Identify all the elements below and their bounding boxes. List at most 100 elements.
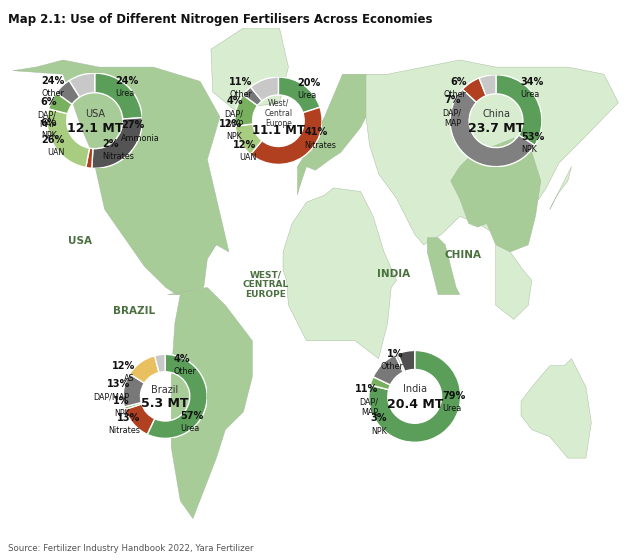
Text: 24%: 24% <box>116 76 139 86</box>
Text: Nitrates: Nitrates <box>305 141 337 150</box>
Text: 5.3 MT: 5.3 MT <box>141 397 189 410</box>
Text: 11%: 11% <box>229 77 252 87</box>
Wedge shape <box>369 351 461 442</box>
Text: 20%: 20% <box>298 78 321 88</box>
Text: 11%: 11% <box>355 384 378 394</box>
Text: China: China <box>482 109 510 119</box>
Text: USA: USA <box>68 236 92 246</box>
Text: 34%: 34% <box>520 77 543 87</box>
Wedge shape <box>124 403 141 409</box>
Text: AS: AS <box>124 374 135 382</box>
Text: 11.1 MT: 11.1 MT <box>252 124 305 137</box>
Text: 23.7 MT: 23.7 MT <box>468 122 524 135</box>
Text: 20.4 MT: 20.4 MT <box>387 398 443 410</box>
Text: Urea: Urea <box>298 91 317 100</box>
Text: Urea: Urea <box>116 89 135 98</box>
Text: 27%: 27% <box>122 120 145 130</box>
Text: 53%: 53% <box>522 132 545 142</box>
Wedge shape <box>49 93 72 114</box>
Wedge shape <box>373 355 403 385</box>
Text: 3%: 3% <box>371 413 387 423</box>
Polygon shape <box>496 245 532 319</box>
Text: Brazil: Brazil <box>152 385 179 395</box>
Text: 7%: 7% <box>445 95 461 105</box>
Wedge shape <box>86 148 93 168</box>
Text: BRAZIL: BRAZIL <box>113 306 156 316</box>
Text: Urea: Urea <box>180 424 200 433</box>
Text: 6%: 6% <box>40 97 56 106</box>
Text: 12%: 12% <box>234 140 257 150</box>
Text: 12.1 MT: 12.1 MT <box>67 122 123 136</box>
Text: 41%: 41% <box>305 128 328 138</box>
Text: NPK: NPK <box>226 132 242 141</box>
Wedge shape <box>235 124 262 155</box>
Text: Other: Other <box>381 362 404 371</box>
Wedge shape <box>155 354 165 372</box>
Text: DAP/MAP: DAP/MAP <box>93 392 130 401</box>
Text: UAN: UAN <box>239 153 257 162</box>
Text: NPK: NPK <box>522 146 538 155</box>
Text: DAP/
MAP: DAP/ MAP <box>359 397 378 417</box>
Text: Nitrates: Nitrates <box>108 426 140 435</box>
Text: 6%: 6% <box>40 118 56 128</box>
Wedge shape <box>235 95 257 126</box>
Wedge shape <box>250 107 322 165</box>
Polygon shape <box>168 287 252 519</box>
Text: India: India <box>403 385 427 394</box>
Text: NPK: NPK <box>114 409 130 418</box>
Text: 12%: 12% <box>111 361 135 371</box>
Wedge shape <box>463 78 486 102</box>
Polygon shape <box>366 60 618 252</box>
Text: INDIA: INDIA <box>377 269 410 278</box>
Polygon shape <box>283 188 397 358</box>
Text: DAP/
MAP: DAP/ MAP <box>38 110 56 129</box>
Wedge shape <box>147 354 207 438</box>
Wedge shape <box>243 87 262 106</box>
Text: 26%: 26% <box>41 135 64 144</box>
Wedge shape <box>125 404 155 435</box>
Text: 13%: 13% <box>107 379 130 389</box>
Text: Nitrates: Nitrates <box>102 152 134 161</box>
Text: USA: USA <box>84 109 105 119</box>
Wedge shape <box>371 377 390 390</box>
Text: NPK: NPK <box>41 131 56 140</box>
Text: 1%: 1% <box>113 396 130 406</box>
Text: Source: Fertilizer Industry Handbook 2022, Yara Fertilizer: Source: Fertilizer Industry Handbook 202… <box>8 544 253 553</box>
Text: NPK: NPK <box>371 427 387 436</box>
Text: Map 2.1: Use of Different Nitrogen Fertilisers Across Economies: Map 2.1: Use of Different Nitrogen Ferti… <box>8 13 432 26</box>
Polygon shape <box>211 28 289 110</box>
Text: Other: Other <box>173 367 196 376</box>
Text: Urea: Urea <box>520 90 539 99</box>
Text: Other: Other <box>444 90 467 99</box>
Text: WEST/
CENTRAL
EUROPE: WEST/ CENTRAL EUROPE <box>243 270 289 299</box>
Text: 57%: 57% <box>180 411 204 421</box>
Text: 4%: 4% <box>173 354 190 364</box>
Wedge shape <box>479 75 496 96</box>
Text: 24%: 24% <box>41 76 64 86</box>
Text: 2%: 2% <box>102 138 119 148</box>
Text: 12%: 12% <box>218 119 242 129</box>
Text: 1%: 1% <box>387 349 404 359</box>
Wedge shape <box>123 374 144 407</box>
Wedge shape <box>56 81 80 104</box>
Polygon shape <box>428 238 460 295</box>
Wedge shape <box>95 73 142 119</box>
Text: 4%: 4% <box>227 96 243 106</box>
Text: West/
Central
Europe: West/ Central Europe <box>264 99 292 128</box>
Wedge shape <box>47 109 90 167</box>
Text: Other: Other <box>42 89 64 98</box>
Text: 6%: 6% <box>450 77 467 87</box>
Polygon shape <box>451 138 541 252</box>
Wedge shape <box>398 351 415 371</box>
Text: DAP/
MAP: DAP/ MAP <box>442 109 461 128</box>
Wedge shape <box>278 77 320 113</box>
Wedge shape <box>130 356 159 383</box>
Text: 13%: 13% <box>116 413 140 423</box>
Polygon shape <box>550 167 572 209</box>
Wedge shape <box>92 118 142 169</box>
Polygon shape <box>13 60 229 295</box>
Text: CHINA: CHINA <box>445 250 482 259</box>
Text: Urea: Urea <box>442 404 461 413</box>
Wedge shape <box>250 77 278 101</box>
Text: UAN: UAN <box>47 148 64 157</box>
